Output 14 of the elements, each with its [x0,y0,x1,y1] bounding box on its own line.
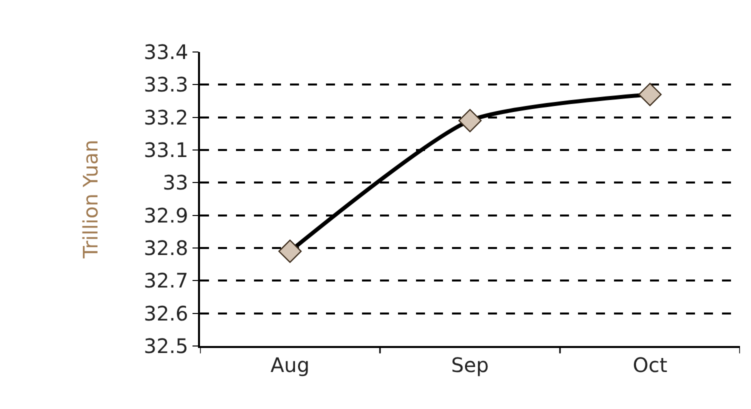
y-axis-title: Trillion Yuan [78,140,103,260]
y-tick-label: 32.5 [144,334,188,358]
x-tick-label: Sep [451,352,489,377]
y-tick-label: 33.1 [144,138,188,162]
y-tick-label: 33 [162,170,188,195]
x-tick-label: Oct [632,352,668,377]
y-tick-label: 33.2 [144,105,188,130]
y-tick-label: 32.8 [144,236,188,260]
y-tick-label: 33.3 [144,72,188,97]
y-tick-label: 32.9 [144,203,188,228]
y-tick-label: 33.4 [144,40,188,64]
y-tick-label: 32.7 [144,268,188,293]
x-tick-label: Aug [270,352,310,377]
y-tick-label: 32.6 [144,301,188,326]
